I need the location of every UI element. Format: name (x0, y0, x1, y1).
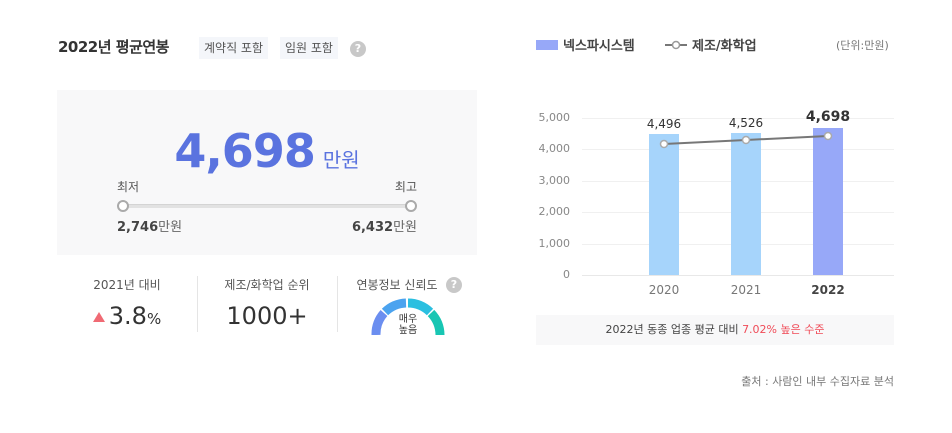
min-salary: 2,746만원 (117, 216, 182, 235)
average-salary-unit: 만원 (322, 148, 360, 172)
x-label-2022: 2022 (811, 283, 845, 297)
legend-company: 넥스파시스템 (563, 39, 635, 54)
unit-label: (단위:만원) (836, 39, 889, 52)
industry-comparison: 2022년 동종 업종 평균 대비 7.02% 높은 수준 (536, 315, 894, 345)
help-icon[interactable]: ? (350, 41, 366, 57)
min-knob-icon (117, 200, 129, 212)
tag-executive-included: 임원 포함 (280, 37, 338, 59)
comparison-text: 2022년 동종 업종 평균 대비 (605, 323, 743, 336)
industry-rank-value: 1000+ (226, 302, 308, 330)
yoy-percent-sign: % (146, 310, 162, 328)
yoy-label: 2021년 대비 (93, 278, 161, 292)
y-tick: 4,000 (538, 142, 571, 155)
svg-text:높음: 높음 (399, 324, 417, 335)
tag-contract-included: 계약직 포함 (199, 37, 269, 59)
max-knob-icon (405, 200, 417, 212)
max-salary-value: 6,432 (351, 220, 394, 235)
max-salary: 6,432만원 (352, 216, 417, 235)
average-salary-value: 4,698 (174, 124, 316, 178)
bar-value-2021: 4,526 (728, 116, 764, 130)
legend-industry: 제조/화학업 (692, 39, 757, 54)
up-triangle-icon (92, 312, 105, 322)
reliability-label: 연봉정보 신뢰도 (356, 278, 438, 292)
y-tick: 0 (563, 268, 570, 281)
bar-2020[interactable] (649, 134, 679, 275)
min-salary-unit: 만원 (158, 220, 183, 235)
reliability-gauge-icon: 매우 높음 (371, 298, 445, 335)
bar-2022[interactable] (813, 128, 843, 275)
salary-panel: 4,698 만원 최저 최고 2,746만원 6,432만원 (57, 90, 477, 255)
y-tick: 2,000 (538, 205, 571, 218)
source-note: 출처 : 사람인 내부 수집자료 분석 (741, 375, 894, 388)
help-icon[interactable]: ? (446, 277, 462, 293)
y-tick: 5,000 (538, 111, 571, 124)
average-salary: 4,698 만원 (57, 124, 477, 178)
svg-text:매우: 매우 (399, 313, 417, 325)
x-axis-line (582, 275, 894, 276)
max-label: 최고 (394, 180, 417, 194)
divider (197, 276, 198, 332)
y-tick: 1,000 (538, 237, 571, 250)
legend-line-marker-icon (665, 40, 687, 50)
legend-bar-swatch-icon (536, 40, 558, 50)
gridline (582, 118, 894, 119)
y-tick: 3,000 (538, 174, 571, 187)
bar-value-2020: 4,496 (646, 117, 682, 131)
divider (337, 276, 338, 332)
yoy-change: 3.8% (57, 302, 197, 330)
min-label: 최저 (117, 180, 140, 194)
min-salary-value: 2,746 (117, 220, 159, 235)
industry-rank-label: 제조/화학업 순위 (224, 278, 310, 292)
page-title: 2022년 평균연봉 (58, 38, 169, 56)
industry-average-line (659, 131, 833, 149)
x-label-2021: 2021 (730, 283, 762, 297)
bar-2021[interactable] (731, 133, 761, 275)
comparison-highlight: 7.02% 높은 수준 (742, 323, 825, 336)
yoy-value: 3.8 (108, 302, 147, 330)
salary-range-track (123, 204, 411, 208)
max-salary-unit: 만원 (393, 220, 417, 235)
bar-value-2022: 4,698 (805, 109, 851, 125)
x-label-2020: 2020 (648, 283, 680, 297)
